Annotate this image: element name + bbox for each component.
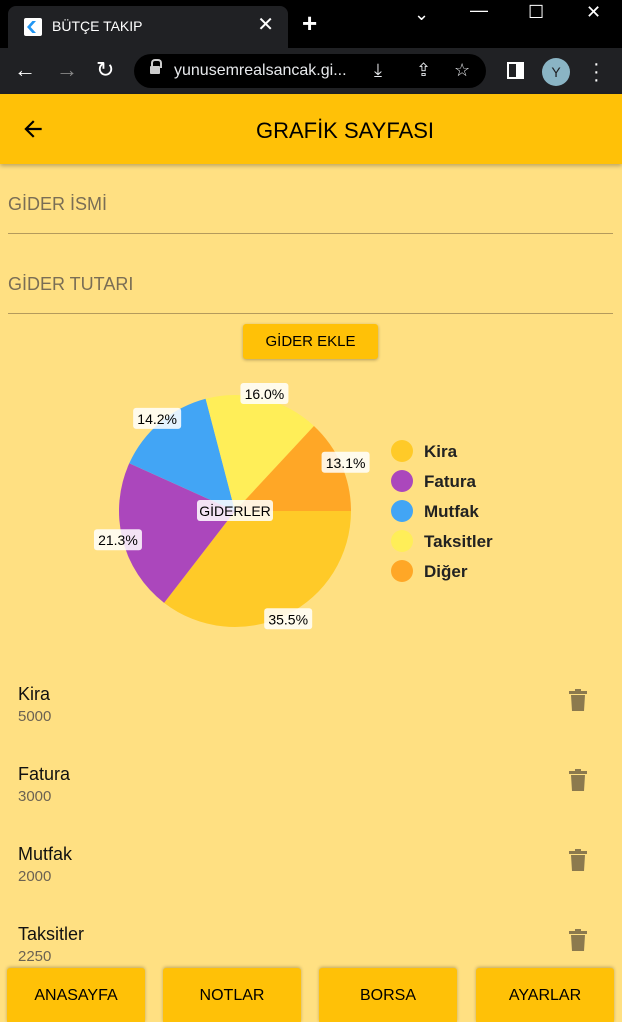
- reload-icon[interactable]: ↻: [96, 57, 115, 82]
- app-bar: GRAFİK SAYFASI: [0, 94, 622, 164]
- list-item: Fatura 3000: [0, 756, 622, 836]
- legend-label-diğer: Diğer: [424, 562, 468, 581]
- back-arrow-icon[interactable]: [20, 116, 46, 142]
- delete-icon[interactable]: [569, 689, 587, 711]
- browser-back-icon[interactable]: ←: [14, 57, 36, 82]
- legend-swatch-kira: [391, 440, 413, 462]
- slice-label-bg: [93, 529, 142, 551]
- notes-button[interactable]: NOTLAR: [163, 968, 301, 1022]
- slice-label-fatura: 21.3%: [98, 532, 138, 548]
- bottom-navigation: ANASAYFA NOTLAR BORSA AYARLAR: [0, 967, 622, 1022]
- browser-forward-icon[interactable]: →: [56, 57, 78, 82]
- expense-amount-field: [8, 254, 613, 314]
- legend-swatch-diğer: [391, 560, 413, 582]
- slice-label-kira: 35.5%: [268, 611, 308, 627]
- pie-slice-fatura: [119, 463, 235, 603]
- new-tab-icon[interactable]: +: [302, 8, 318, 38]
- browser-tab[interactable]: BÜTÇE TAKIP ✕: [8, 6, 288, 48]
- legend-swatch-mutfak: [391, 500, 413, 522]
- slice-label-bg: [240, 383, 289, 405]
- delete-icon[interactable]: [569, 849, 587, 871]
- expense-item-name: Mutfak: [18, 844, 73, 864]
- minimize-icon[interactable]: —: [470, 0, 488, 20]
- home-button[interactable]: ANASAYFA: [7, 968, 145, 1022]
- list-item: Kira 5000: [0, 676, 622, 756]
- browser-menu-icon[interactable]: · · ·: [593, 53, 600, 91]
- chart-center-label: GİDERLER: [199, 502, 271, 519]
- settings-button[interactable]: AYARLAR: [476, 968, 614, 1022]
- expense-item-value: 3000: [18, 788, 52, 805]
- delete-icon[interactable]: [569, 929, 587, 951]
- expense-item-name: Fatura: [18, 764, 71, 784]
- expense-item-name: Taksitler: [18, 924, 85, 944]
- expense-item-name: Kira: [18, 684, 51, 704]
- flutter-favicon-icon: [24, 18, 42, 36]
- side-panel-icon[interactable]: [507, 62, 524, 79]
- expense-name-field: [8, 174, 613, 234]
- expense-item-value: 2250: [18, 948, 52, 965]
- add-expense-button[interactable]: GİDER EKLE: [243, 324, 378, 359]
- expense-item-value: 2000: [18, 868, 52, 885]
- install-icon[interactable]: ⤓: [374, 60, 382, 80]
- lock-icon: [150, 59, 162, 75]
- slice-label-bg: [321, 451, 370, 473]
- legend-label-taksitler: Taksitler: [424, 532, 493, 551]
- close-tab-icon[interactable]: ✕: [257, 14, 274, 36]
- bookmark-star-icon[interactable]: ☆: [454, 60, 471, 80]
- pie-slice-kira: [164, 511, 351, 627]
- slice-label-taksitler: 16.0%: [245, 386, 285, 402]
- slice-label-diğer: 13.1%: [326, 455, 366, 471]
- slice-label-mutfak: 14.2%: [137, 411, 177, 427]
- expense-item-value: 5000: [18, 708, 52, 725]
- legend-label-mutfak: Mutfak: [424, 502, 479, 521]
- expense-name-input[interactable]: [8, 194, 613, 215]
- tab-title: BÜTÇE TAKIP: [52, 18, 143, 34]
- delete-icon[interactable]: [569, 769, 587, 791]
- pie-slice-taksitler: [205, 395, 314, 511]
- page-title: GRAFİK SAYFASI: [255, 118, 435, 143]
- legend-label-kira: Kira: [424, 442, 458, 461]
- slice-label-bg: [133, 407, 182, 429]
- pie-slice-diğer: [235, 426, 351, 511]
- expense-amount-input[interactable]: [8, 274, 613, 295]
- center-label-bg: [197, 500, 273, 521]
- maximize-icon[interactable]: ☐: [528, 2, 545, 22]
- profile-avatar[interactable]: Y: [542, 58, 570, 86]
- stock-button[interactable]: BORSA: [319, 968, 457, 1022]
- legend-label-fatura: Fatura: [424, 472, 477, 491]
- slice-label-bg: [264, 608, 313, 630]
- url-text: yunusemrealsancak.gi...: [174, 62, 347, 79]
- list-item: Mutfak 2000: [0, 836, 622, 916]
- legend-swatch-taksitler: [391, 530, 413, 552]
- share-icon[interactable]: ⇪: [416, 60, 432, 80]
- browser-tab-bar: BÜTÇE TAKIP ✕ + ⌄ — ☐ ✕: [0, 0, 622, 48]
- list-item: Taksitler 2250: [0, 916, 622, 996]
- expense-pie-chart: 35.5% 21.3% 14.2% 16.0% 13.1% GİDERLER Kira F…: [93, 383, 493, 630]
- legend-swatch-fatura: [391, 470, 413, 492]
- window-close-icon[interactable]: ✕: [586, 2, 602, 22]
- url-field[interactable]: yunusemrealsancak.gi... ⤓ ⇪ ☆: [134, 54, 486, 88]
- browser-address-bar: ← → ↻ yunusemrealsancak.gi... ⤓ ⇪ ☆ Y · ·…: [0, 48, 622, 94]
- tab-search-icon[interactable]: ⌄: [414, 4, 430, 24]
